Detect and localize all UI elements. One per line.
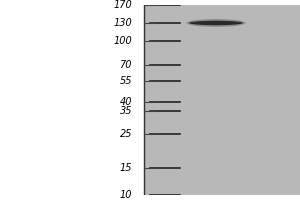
- Text: 55: 55: [119, 76, 132, 86]
- Text: 170: 170: [113, 0, 132, 10]
- Bar: [144, 5, 300, 195]
- Text: 25: 25: [119, 129, 132, 139]
- Text: 130: 130: [113, 18, 132, 28]
- Ellipse shape: [189, 21, 243, 25]
- Text: 10: 10: [119, 190, 132, 200]
- Text: 35: 35: [119, 106, 132, 116]
- Text: 70: 70: [119, 60, 132, 70]
- Text: 40: 40: [119, 97, 132, 107]
- Text: 15: 15: [119, 163, 132, 173]
- Ellipse shape: [186, 19, 246, 27]
- Text: 100: 100: [113, 36, 132, 46]
- Bar: [0, 5, 144, 195]
